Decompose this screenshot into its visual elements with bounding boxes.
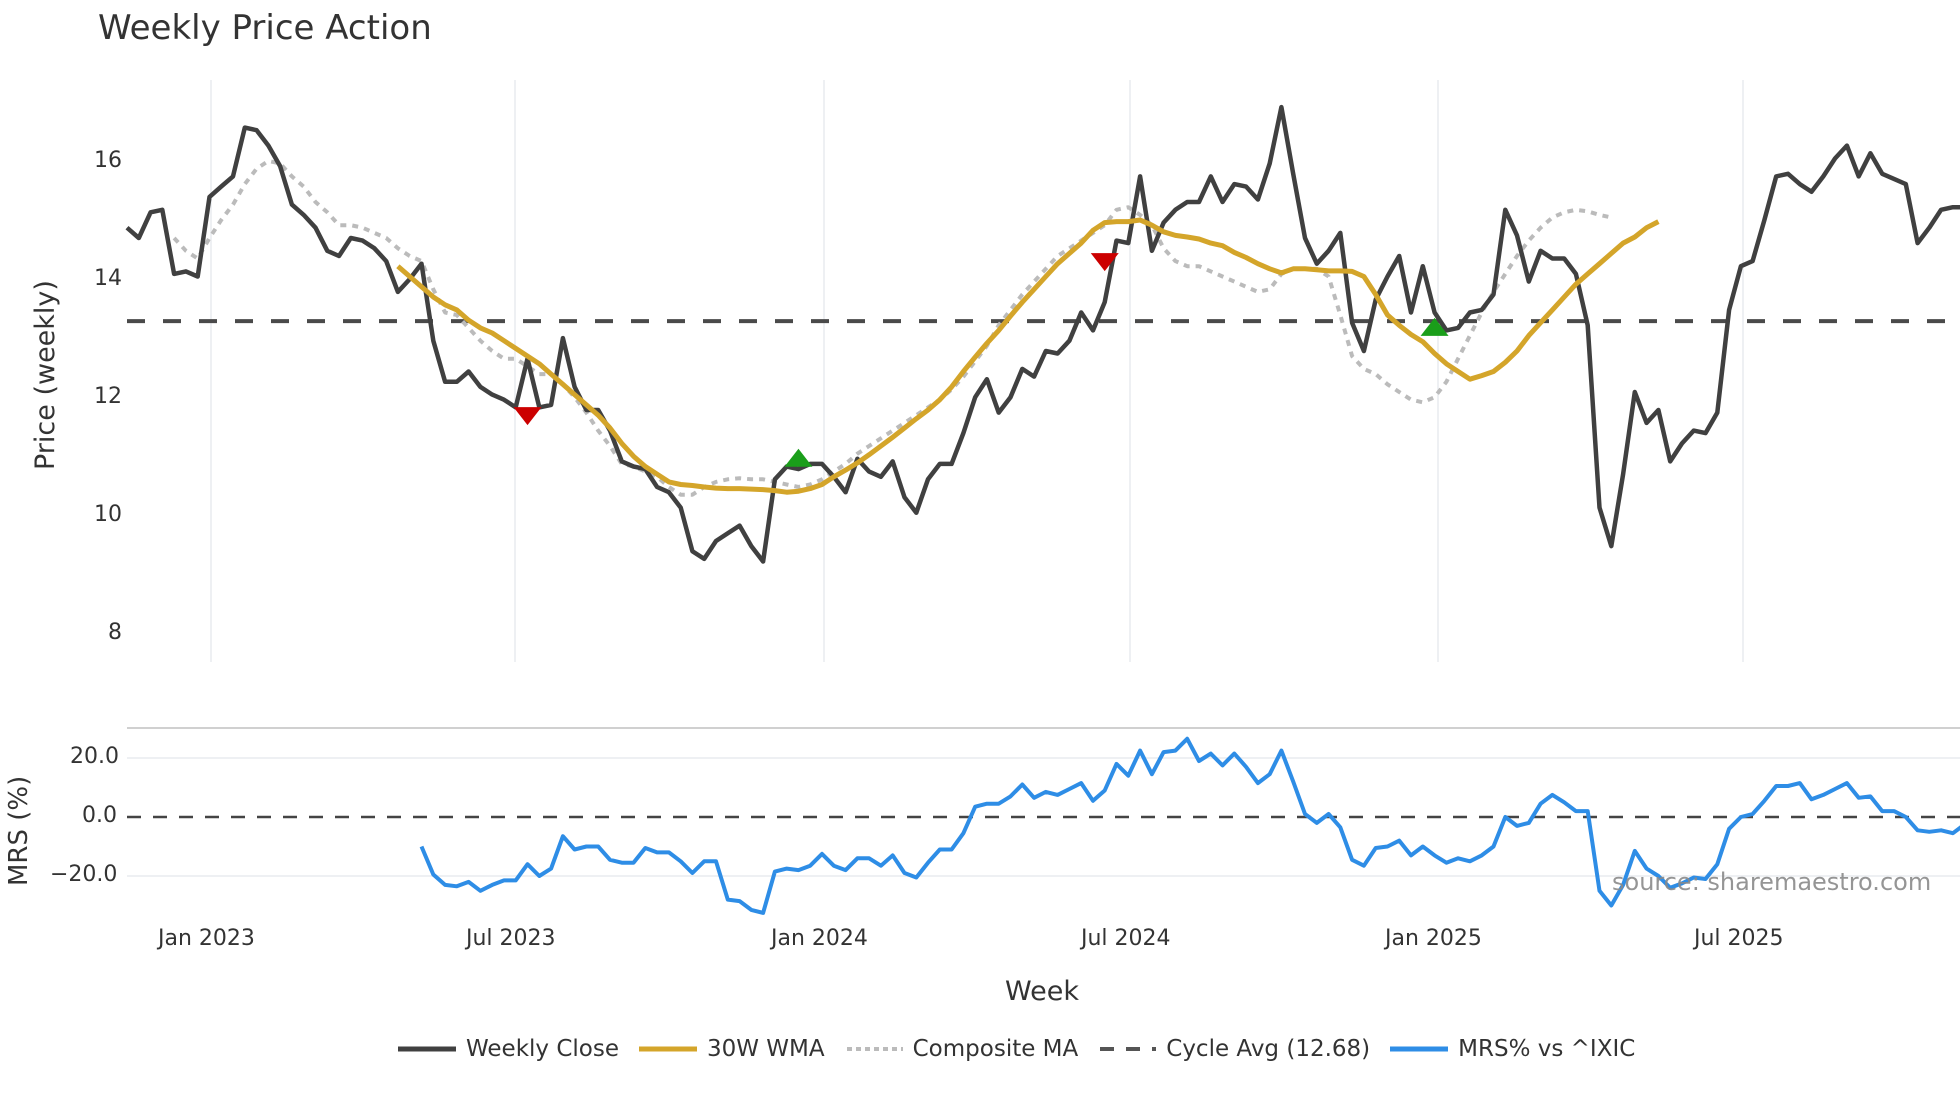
legend-label: Weekly Close: [466, 1036, 619, 1062]
dashed-line-icon: [1100, 1047, 1157, 1051]
mrs-ytick-20: 20.0: [70, 744, 119, 769]
legend-item-30w-wma[interactable]: 30W WMA: [638, 1036, 825, 1062]
solid-line-icon: [638, 1046, 697, 1052]
xtick-jan-2023: Jan 2023: [158, 926, 255, 951]
xtick-jul-2023: Jul 2023: [466, 926, 556, 951]
solid-line-icon: [1390, 1046, 1449, 1052]
mrs-ytick-0: 0.0: [82, 803, 117, 828]
price-ytick-12: 12: [94, 384, 122, 409]
source-watermark: source: sharemaestro.com: [1612, 868, 1932, 896]
xtick-jan-2024: Jan 2024: [771, 926, 868, 951]
sell-signal-triangle-icon: [1090, 253, 1119, 272]
legend-label: MRS% vs ^IXIC: [1458, 1036, 1636, 1062]
legend-label: Composite MA: [912, 1036, 1079, 1062]
legend-label: Cycle Avg (12.68): [1166, 1036, 1371, 1062]
price-ytick-16: 16: [94, 148, 122, 173]
buy-signal-triangle-icon: [784, 448, 813, 467]
sell-signal-triangle-icon: [513, 407, 542, 426]
price-ytick-10: 10: [94, 502, 122, 527]
legend-item-composite-ma[interactable]: Composite MA: [845, 1036, 1079, 1062]
buy-signal-triangle-icon: [1420, 317, 1449, 336]
xtick-jan-2025: Jan 2025: [1385, 926, 1482, 951]
legend-label: 30W WMA: [706, 1036, 825, 1062]
dotted-line-icon: [846, 1047, 903, 1051]
weekly-close-line: [125, 104, 1960, 564]
mrs-y-axis-label: MRS (%): [4, 775, 34, 886]
price-y-axis-label: Price (weekly): [30, 280, 61, 470]
chart-title: Weekly Price Action: [98, 8, 432, 48]
mrs-line: [419, 736, 1960, 915]
legend-item-cycle-avg[interactable]: Cycle Avg (12.68): [1098, 1036, 1370, 1062]
price-ytick-8: 8: [108, 620, 122, 645]
legend-item-mrs[interactable]: MRS% vs ^IXIC: [1390, 1036, 1635, 1062]
xtick-jul-2024: Jul 2024: [1081, 926, 1171, 951]
legend: Weekly Close 30W WMA Composite MA Cycle …: [398, 1036, 1655, 1062]
wma-30w-line: [396, 217, 1660, 495]
xtick-jul-2025: Jul 2025: [1694, 926, 1784, 951]
composite-ma-line: [172, 159, 1612, 497]
mrs-ytick-neg20: −20.0: [50, 862, 118, 887]
legend-item-weekly-close[interactable]: Weekly Close: [398, 1036, 619, 1062]
x-axis-label: Week: [1005, 976, 1079, 1007]
price-ytick-14: 14: [94, 266, 122, 291]
solid-line-icon: [398, 1046, 456, 1052]
